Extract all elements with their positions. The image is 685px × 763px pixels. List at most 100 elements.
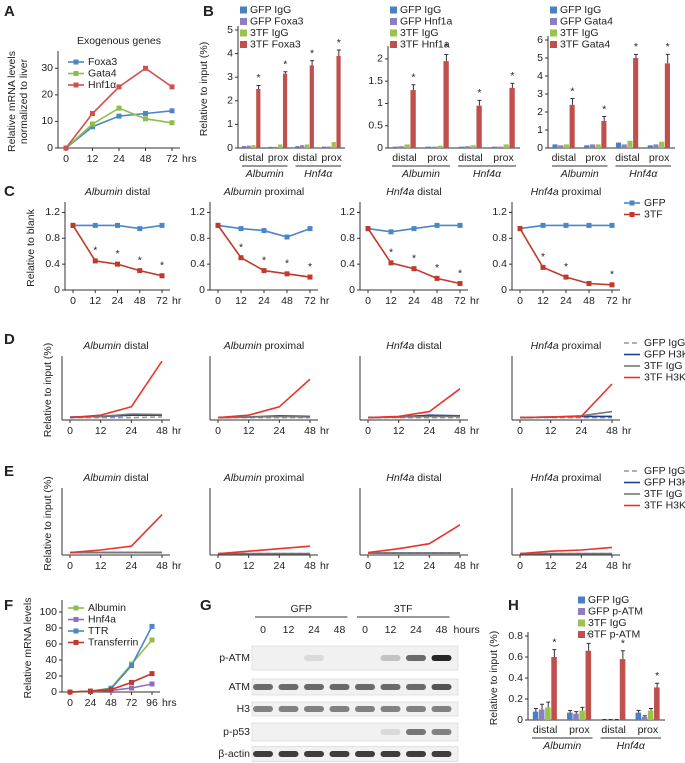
- bar: [627, 140, 633, 148]
- x-tick-label: 24: [560, 295, 572, 307]
- significance: *: [510, 70, 514, 82]
- bar: [331, 142, 336, 148]
- point: [92, 258, 98, 264]
- significance: *: [587, 630, 591, 642]
- group-label: Albumin: [542, 740, 581, 752]
- bar: [647, 145, 653, 148]
- bar: [569, 104, 575, 148]
- panel-letter: B: [203, 3, 214, 20]
- legend-label: 3TF Hnf1a: [400, 38, 450, 50]
- title-gene: Albumin: [223, 472, 262, 484]
- x-tick-label: 0: [365, 560, 371, 572]
- x-tick-label: 48: [140, 153, 152, 165]
- legend-label: 3TF: [644, 208, 663, 220]
- x-tick-label: prox: [649, 152, 670, 164]
- blot-band: [406, 684, 426, 690]
- y-tick-label: 1.5: [368, 75, 383, 87]
- title-region: distal: [417, 472, 442, 484]
- x-tick-label: 24: [112, 295, 124, 307]
- significance: *: [655, 670, 659, 682]
- title-region: distal: [124, 472, 149, 484]
- y-tick-label: 0.8: [340, 232, 355, 244]
- error-bar: [336, 49, 341, 56]
- significance: *: [477, 87, 481, 99]
- legend-swatch: [390, 41, 397, 48]
- point: [143, 110, 148, 116]
- y-tick-label: 0: [199, 284, 205, 296]
- point: [365, 226, 371, 232]
- point: [388, 260, 394, 266]
- y-axis-label: Relative to input (%): [198, 42, 210, 137]
- point: [238, 226, 244, 232]
- bar: [647, 710, 654, 720]
- title-region: distal: [417, 340, 442, 352]
- legend-swatch: [578, 596, 585, 604]
- point: [517, 226, 523, 232]
- legend-swatch: [240, 18, 247, 25]
- significance: *: [458, 267, 462, 279]
- legend-label: GFP H3K9ac: [644, 348, 685, 360]
- title-region: proximal: [562, 472, 602, 484]
- row-label: H3: [237, 703, 251, 715]
- bar: [621, 144, 627, 148]
- error-bar: [570, 98, 575, 105]
- bar: [503, 144, 509, 148]
- significance: *: [634, 41, 638, 53]
- point: [88, 688, 93, 694]
- legend-swatch: [390, 6, 397, 14]
- point: [143, 116, 148, 122]
- x-tick-label: 72: [126, 697, 138, 709]
- series-line: [367, 524, 461, 554]
- legend-label: GFP: [644, 197, 666, 209]
- y-tick-label: 1.2: [340, 206, 355, 218]
- lane-label: 24: [308, 624, 320, 636]
- y-tick-label: 1: [537, 124, 543, 136]
- bar: [443, 61, 449, 148]
- x-tick-label: 0: [67, 560, 73, 572]
- bar: [653, 144, 659, 148]
- error-bar: [444, 53, 449, 62]
- legend-label: GFP IgG: [560, 4, 601, 16]
- point: [67, 689, 73, 695]
- title-gene: Hnf4a: [531, 186, 559, 198]
- legend-label: Foxa3: [88, 56, 117, 68]
- x-tick-label: 48: [304, 425, 316, 437]
- bar: [552, 144, 558, 148]
- blot-strip: [251, 645, 459, 671]
- chart-title: Albumin proximal: [223, 186, 305, 198]
- legend-marker: [629, 212, 635, 217]
- legend-marker: [73, 617, 79, 622]
- chart-title: Hnf4a proximal: [531, 472, 602, 484]
- point: [90, 110, 95, 116]
- x-tick-label: 24: [273, 425, 285, 437]
- significance: *: [160, 260, 164, 272]
- legend-swatch: [578, 608, 585, 615]
- legend-label: 3TF IgG: [250, 27, 289, 39]
- blot-band: [304, 655, 324, 661]
- group-label: GFP: [290, 603, 312, 615]
- x-tick-label: 24: [125, 425, 137, 437]
- legend-swatch: [550, 18, 557, 25]
- y-tick-label: 6: [537, 34, 543, 46]
- y-tick-label: 0.8: [190, 232, 205, 244]
- point: [434, 222, 440, 228]
- series-line: [70, 416, 163, 419]
- y-axis-label: Relative to input (%): [42, 476, 54, 571]
- error-bar: [642, 715, 647, 717]
- blot-band: [329, 751, 350, 757]
- bar: [398, 146, 404, 148]
- bar: [268, 146, 273, 148]
- series-line: [69, 514, 163, 554]
- lane-label: 12: [385, 624, 397, 636]
- legend-marker: [73, 640, 79, 645]
- row-label: β-actin: [218, 748, 250, 760]
- significance: *: [412, 252, 416, 264]
- y-tick-label: 4: [537, 70, 543, 82]
- x-tick-label: 12: [243, 560, 255, 572]
- blot-band: [329, 684, 350, 690]
- point: [143, 65, 148, 71]
- lane-label: 0: [362, 624, 368, 636]
- bar: [458, 146, 464, 148]
- significance: *: [570, 85, 574, 97]
